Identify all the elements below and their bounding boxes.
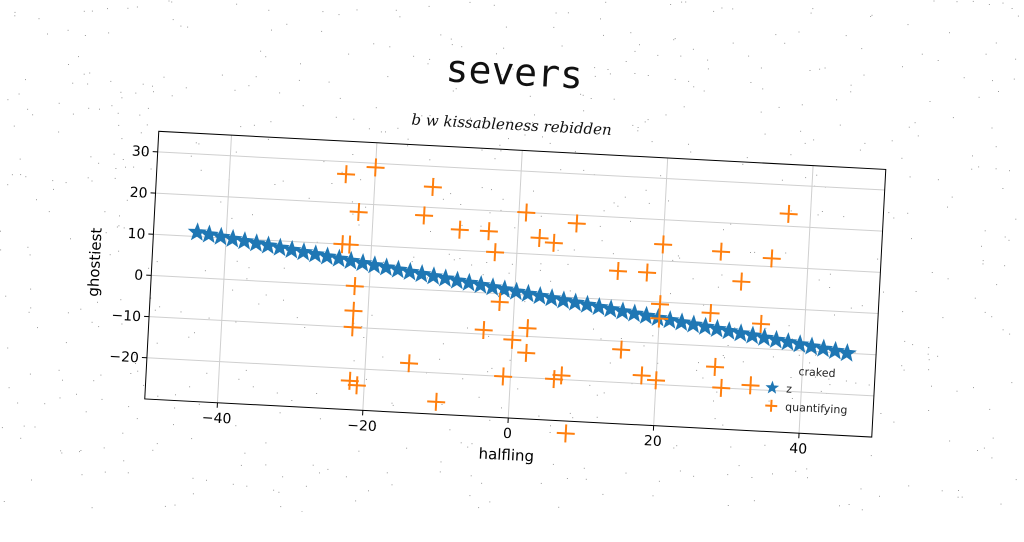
data-point [838, 344, 856, 361]
data-point [517, 343, 536, 362]
data-point [638, 263, 657, 282]
data-point [712, 378, 731, 397]
data-point [741, 376, 760, 395]
legend-item: quantifying [765, 399, 848, 416]
data-point [366, 158, 385, 177]
x-tick-label: 20 [643, 433, 662, 450]
x-grid-line [363, 143, 377, 411]
x-tick-label: 0 [503, 426, 513, 442]
data-point [474, 321, 493, 340]
data-point [337, 165, 356, 184]
data-point [762, 249, 781, 268]
data-point [654, 235, 673, 254]
data-point [503, 330, 522, 349]
legend-item: z [766, 381, 792, 395]
series-layer [179, 149, 865, 457]
x-tick-label: −40 [201, 410, 231, 428]
data-point [544, 233, 563, 252]
data-point [349, 203, 368, 222]
data-point [450, 220, 469, 239]
data-point [647, 371, 666, 390]
x-grid-line [508, 150, 522, 418]
data-point [567, 214, 586, 233]
axis-ticks: −40 −20 0 20 40 −20 −10 0 10 20 30 [106, 143, 821, 458]
y-tick-label: −10 [111, 308, 141, 326]
x-axis-label: halfling [478, 445, 534, 466]
y-tick-label: 0 [134, 268, 144, 284]
legend-marker [765, 399, 778, 412]
y-tick-label: 20 [129, 185, 148, 202]
legend-label: z [786, 383, 793, 396]
legend-label: quantifying [785, 400, 848, 416]
data-point [423, 178, 442, 197]
x-tick-label: 40 [789, 441, 808, 458]
data-point [427, 392, 446, 411]
data-point [706, 357, 725, 376]
data-point [732, 272, 751, 291]
x-grid-line [217, 135, 231, 403]
y-tick-label: −20 [109, 349, 139, 367]
legend: craked z quantifying [765, 363, 850, 416]
legend-title: craked [798, 365, 836, 380]
data-point [344, 301, 363, 320]
legend-items: z quantifying [765, 381, 849, 416]
y-tick-label: 30 [131, 144, 150, 161]
data-point [530, 229, 549, 248]
data-point [518, 319, 537, 338]
data-point [612, 340, 631, 359]
data-point [779, 204, 798, 223]
data-point [712, 242, 731, 261]
data-point [632, 366, 651, 385]
data-point [486, 243, 505, 262]
data-point [552, 366, 571, 385]
data-point [609, 262, 628, 281]
data-point [345, 277, 364, 296]
data-point [343, 318, 362, 337]
y-grid-line [158, 152, 885, 190]
data-point [701, 304, 720, 323]
data-point [479, 222, 498, 241]
y-tick-label: 10 [127, 226, 146, 243]
series-z [184, 223, 861, 361]
x-grid-line [799, 166, 813, 434]
data-point [400, 354, 419, 373]
data-point [556, 424, 575, 443]
data-point [415, 206, 434, 225]
x-tick-label: −20 [347, 418, 377, 436]
y-axis-label: ghostiest [84, 227, 106, 297]
